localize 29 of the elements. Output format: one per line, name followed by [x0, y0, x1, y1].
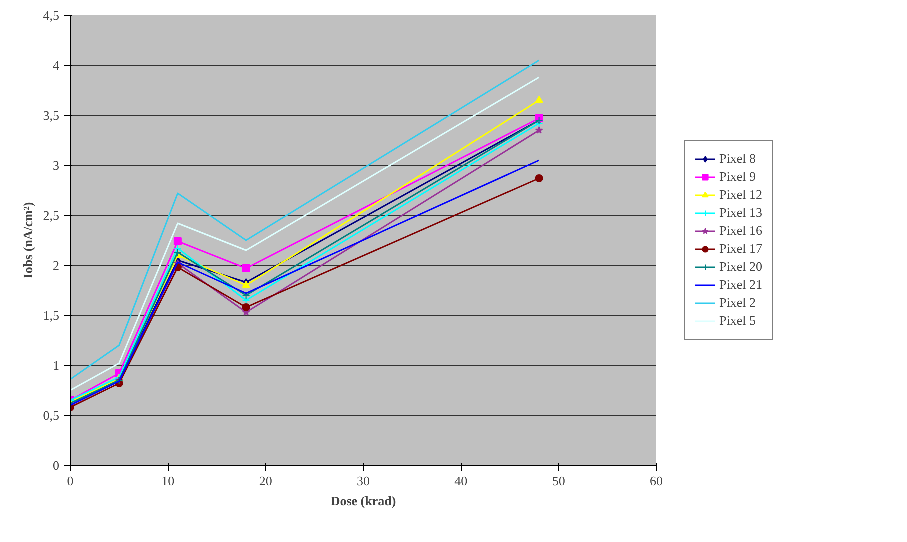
x-tick-label: 0 — [67, 474, 74, 488]
y-tick-label: 3 — [53, 158, 60, 173]
y-tick-label: 4 — [53, 58, 60, 73]
legend-label: Pixel 8 — [720, 151, 756, 167]
legend-label: Pixel 9 — [720, 169, 756, 185]
legend-label: Pixel 20 — [720, 259, 762, 275]
legend-label: Pixel 2 — [720, 295, 756, 311]
x-tick-label: 20 — [259, 474, 272, 488]
legend-label: Pixel 13 — [720, 205, 762, 221]
x-tick-label: 50 — [552, 474, 566, 488]
y-tick-label: 3,5 — [43, 108, 60, 123]
legend-label: Pixel 17 — [720, 241, 762, 257]
x-tick-label: 30 — [357, 474, 370, 488]
legend-label: Pixel 21 — [720, 277, 762, 293]
legend-label: Pixel 5 — [720, 313, 756, 329]
y-tick-label: 2 — [53, 258, 60, 273]
y-tick-label: 2,5 — [43, 208, 60, 223]
legend-label: Pixel 12 — [720, 187, 762, 203]
x-tick-label: 60 — [650, 474, 663, 488]
y-axis-title: Iobs (nA/cm²) — [20, 202, 36, 279]
y-tick-label: 0 — [53, 458, 60, 473]
x-axis-title: Dose (krad) — [330, 494, 396, 508]
y-tick-label: 4,5 — [43, 8, 60, 23]
x-tick-label: 40 — [454, 474, 468, 488]
x-tick-label: 10 — [162, 474, 175, 488]
y-tick-label: 0,5 — [43, 408, 60, 423]
y-tick-label: 1 — [53, 358, 60, 373]
legend-label: Pixel 16 — [720, 223, 762, 239]
y-tick-label: 1,5 — [43, 308, 60, 323]
